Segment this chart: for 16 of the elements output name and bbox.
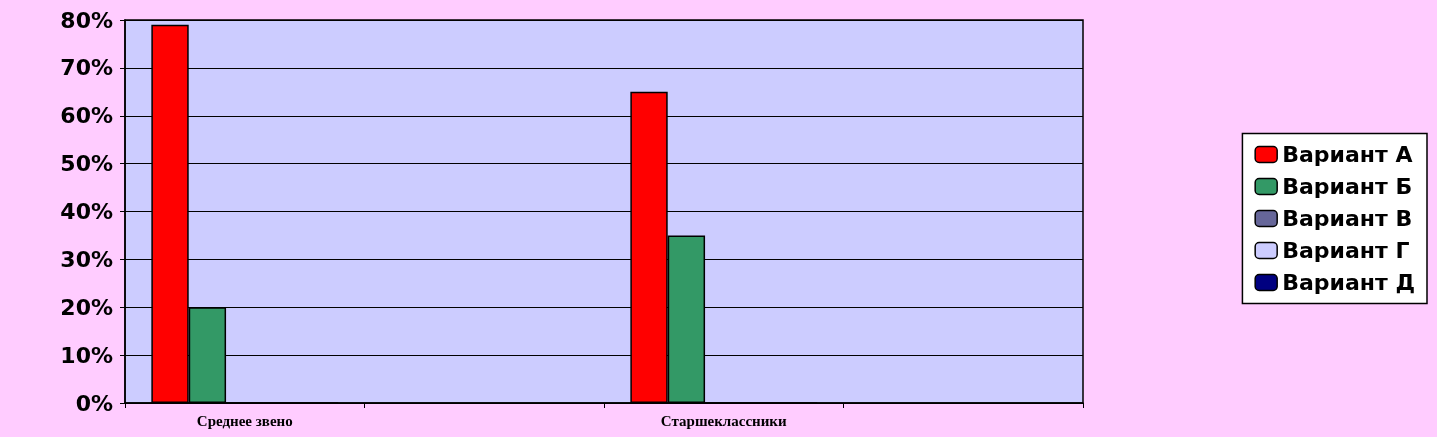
y-tick-label: 10%: [60, 342, 113, 368]
y-tick-label: 0%: [75, 390, 113, 416]
x-tick-label: Старшеклассники: [660, 412, 787, 429]
y-tick-label: 70%: [60, 55, 113, 81]
y-tick-label: 30%: [60, 246, 113, 272]
legend-label: Вариант Г: [1282, 238, 1410, 263]
y-tick-label: 50%: [60, 151, 113, 177]
legend-label: Вариант В: [1282, 206, 1413, 231]
y-tick-label: 60%: [60, 103, 113, 129]
legend-label: Вариант Б: [1282, 174, 1413, 199]
legend-label: Вариант Д: [1282, 270, 1415, 295]
y-tick-label: 40%: [60, 199, 113, 224]
x-tick-label: Среднее звено: [196, 412, 293, 429]
legend-label: Вариант А: [1282, 142, 1413, 167]
y-tick-label: 80%: [60, 7, 113, 33]
y-tick-label: 20%: [60, 294, 113, 320]
